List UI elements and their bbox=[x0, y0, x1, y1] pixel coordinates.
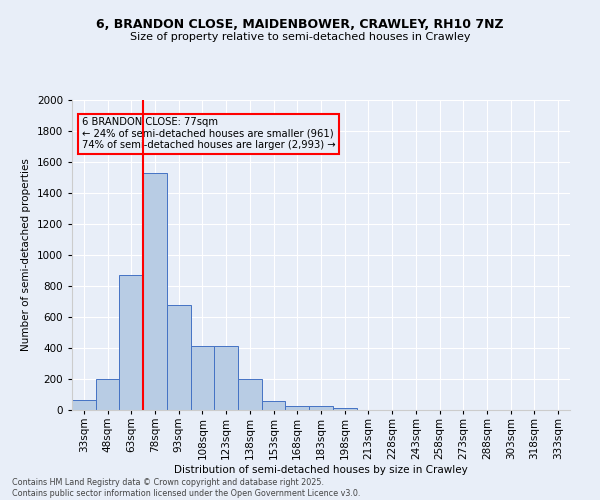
Text: 6 BRANDON CLOSE: 77sqm
← 24% of semi-detached houses are smaller (961)
74% of se: 6 BRANDON CLOSE: 77sqm ← 24% of semi-det… bbox=[82, 117, 335, 150]
Y-axis label: Number of semi-detached properties: Number of semi-detached properties bbox=[21, 158, 31, 352]
Bar bbox=[72, 400, 96, 410]
Bar bbox=[214, 346, 238, 410]
Bar bbox=[262, 402, 286, 410]
Bar bbox=[286, 406, 309, 410]
Bar bbox=[119, 275, 143, 410]
Bar bbox=[333, 408, 356, 410]
Text: Contains HM Land Registry data © Crown copyright and database right 2025.
Contai: Contains HM Land Registry data © Crown c… bbox=[12, 478, 361, 498]
Bar bbox=[167, 304, 191, 410]
Text: Size of property relative to semi-detached houses in Crawley: Size of property relative to semi-detach… bbox=[130, 32, 470, 42]
Bar bbox=[191, 346, 214, 410]
Bar bbox=[238, 379, 262, 410]
Bar bbox=[143, 173, 167, 410]
Text: 6, BRANDON CLOSE, MAIDENBOWER, CRAWLEY, RH10 7NZ: 6, BRANDON CLOSE, MAIDENBOWER, CRAWLEY, … bbox=[96, 18, 504, 30]
X-axis label: Distribution of semi-detached houses by size in Crawley: Distribution of semi-detached houses by … bbox=[174, 464, 468, 474]
Bar bbox=[96, 379, 119, 410]
Bar bbox=[309, 406, 333, 410]
